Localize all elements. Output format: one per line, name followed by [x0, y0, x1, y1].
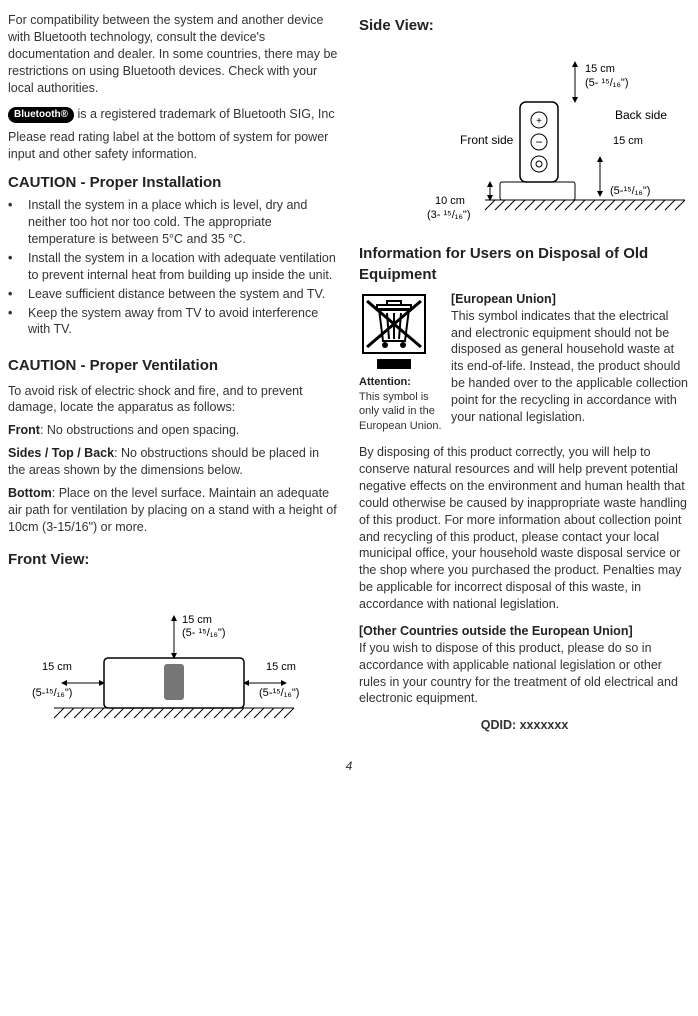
heading-proper-installation: CAUTION - Proper Installation: [8, 173, 339, 193]
sv-base-in: (3- ¹⁵/₁₆"): [427, 209, 471, 221]
ventilation-intro: To avoid risk of electric shock and fire…: [8, 383, 339, 417]
front-view-diagram: 15 cm (5- ¹⁵/₁₆") 15 cm (5-¹⁵/₁₆") 15 cm…: [8, 578, 339, 728]
qdid-line: QDID: xxxxxxx: [359, 717, 690, 734]
intro-paragraph: For compatibility between the system and…: [8, 12, 339, 96]
sv-base-cm: 10 cm: [435, 195, 465, 207]
fv-right-in: (5-¹⁵/₁₆"): [259, 687, 299, 699]
heading-front-view: Front View:: [8, 550, 339, 570]
sv-top-cm: 15 cm: [585, 63, 615, 75]
fv-right-cm: 15 cm: [266, 661, 296, 673]
svg-text:+: +: [536, 116, 542, 127]
sv-front-label: Front side: [460, 133, 514, 147]
ventilation-front: Front: No obstructions and open spacing.: [8, 422, 339, 439]
attention-text: This symbol is only valid in the Europea…: [359, 391, 442, 433]
weee-bin-icon: [359, 291, 429, 371]
install-item-3: Leave sufficient distance between the sy…: [28, 286, 339, 303]
heading-side-view: Side View:: [359, 16, 690, 36]
eu-text: This symbol indicates that the electrica…: [451, 309, 688, 424]
other-countries-block: [Other Countries outside the European Un…: [359, 623, 690, 707]
installation-list: •Install the system in a place which is …: [8, 197, 339, 338]
fv-top-cm: 15 cm: [182, 614, 212, 626]
bluetooth-trademark-text: is a registered trademark of Bluetooth S…: [78, 107, 335, 121]
bluetooth-logo-badge: Bluetooth®: [8, 107, 74, 123]
sv-back-label: Back side: [615, 108, 667, 122]
ventilation-sides: Sides / Top / Back: No obstructions shou…: [8, 445, 339, 479]
fv-left-cm: 15 cm: [42, 661, 72, 673]
sv-top-in: (5- ¹⁵/₁₆"): [585, 77, 629, 89]
eu-label: [European Union]: [451, 292, 556, 306]
side-view-diagram: + − 15 cm (5- ¹⁵/₁₆") Front side Back si…: [359, 44, 690, 234]
sv-back-in: (5-¹⁵/₁₆"): [610, 185, 650, 197]
attention-label: Attention:: [359, 376, 411, 388]
install-item-4: Keep the system away from TV to avoid in…: [28, 305, 339, 339]
rating-label-note: Please read rating label at the bottom o…: [8, 129, 339, 163]
ventilation-bottom: Bottom: Place on the level surface. Main…: [8, 485, 339, 536]
fv-top-in: (5- ¹⁵/₁₆"): [182, 627, 226, 639]
heading-proper-ventilation: CAUTION - Proper Ventilation: [8, 356, 339, 376]
sv-back-cm: 15 cm: [613, 135, 643, 147]
heading-disposal: Information for Users on Disposal of Old…: [359, 244, 690, 285]
disposal-paragraph-2: By disposing of this product correctly, …: [359, 444, 690, 613]
disposal-section: Attention: This symbol is only valid in …: [359, 291, 690, 434]
fv-left-in: (5-¹⁵/₁₆"): [32, 687, 72, 699]
svg-text:−: −: [535, 135, 542, 149]
install-item-2: Install the system in a location with ad…: [28, 250, 339, 284]
page-number: 4: [8, 758, 690, 774]
install-item-1: Install the system in a place which is l…: [28, 197, 339, 248]
bluetooth-trademark-line: Bluetooth® is a registered trademark of …: [8, 106, 339, 123]
